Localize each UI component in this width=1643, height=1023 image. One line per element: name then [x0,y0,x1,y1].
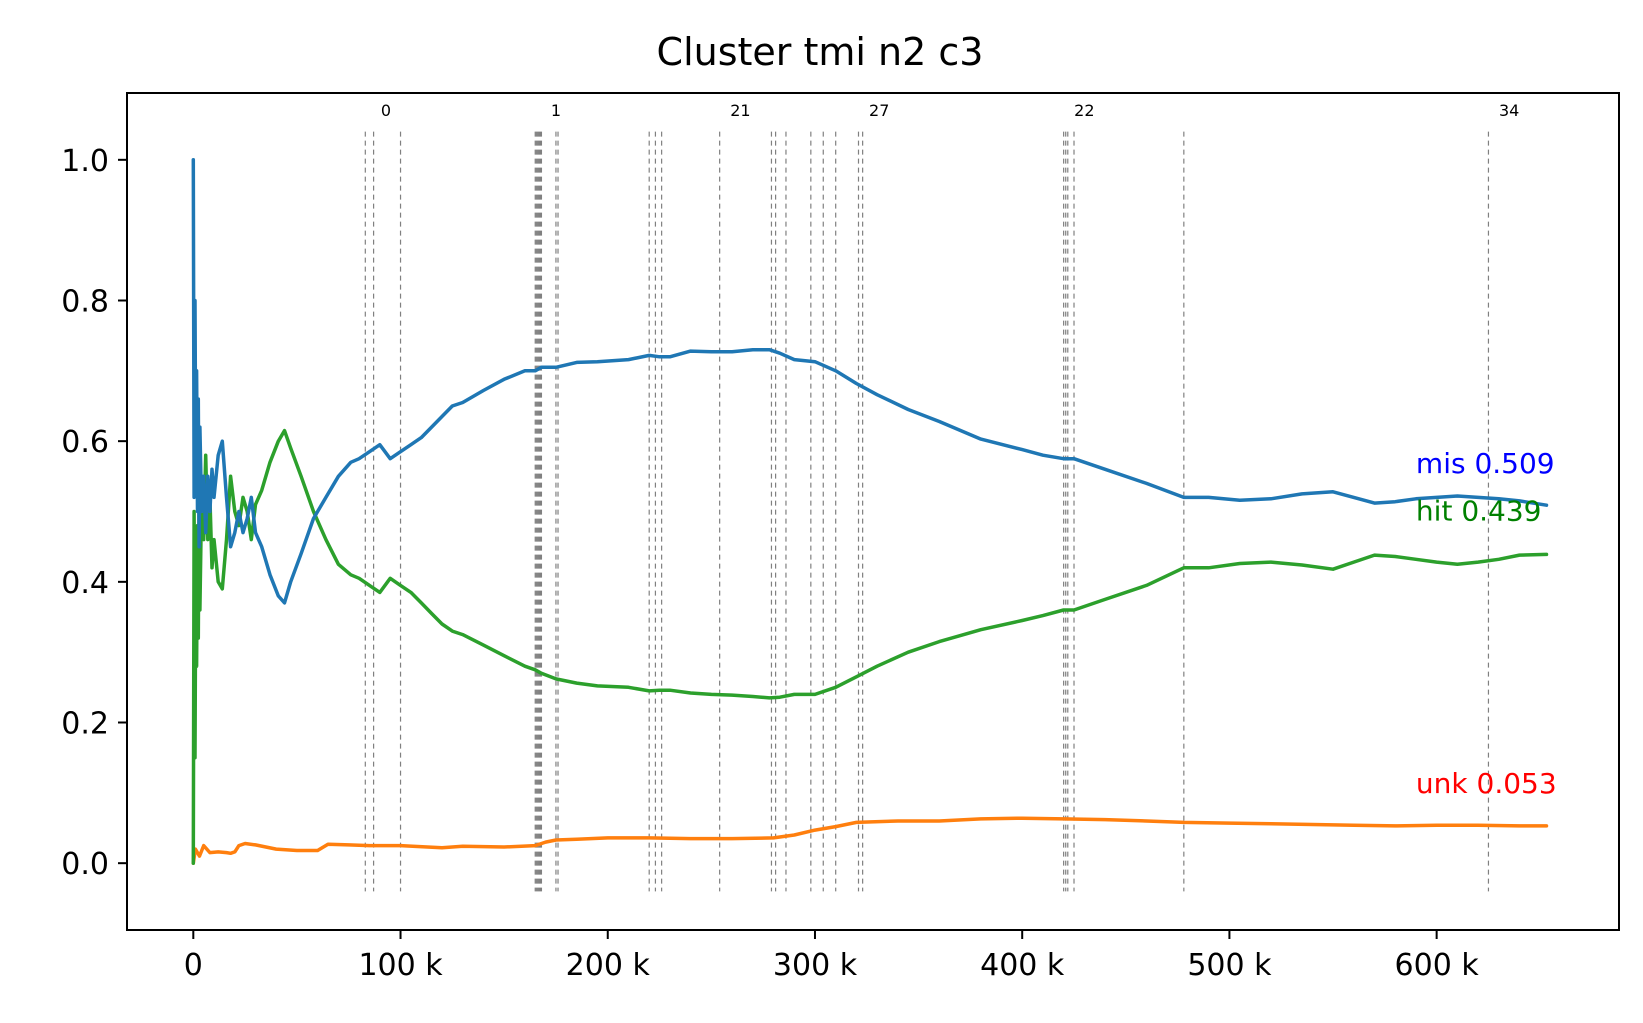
vertical-markers: 0 1 21 27 22 34 [364,101,1519,892]
x-tick-label-4: 400 k [980,948,1065,983]
y-tick-label-2: 0.4 [61,566,109,601]
x-tick-label-0: 0 [184,948,203,983]
x-axis: 0 100 k 200 k 300 k 400 k 500 k 600 k [184,930,1480,983]
y-tick-label-4: 0.8 [61,284,109,319]
marker-label-4: 22 [1074,101,1094,120]
y-tick-label-0: 0.0 [61,847,109,882]
x-tick-label-6: 600 k [1395,948,1480,983]
end-label-1: hit 0.439 [1416,495,1542,528]
y-tick-label-5: 1.0 [61,144,109,179]
marker-label-3: 27 [869,101,889,120]
marker-label-0: 0 [381,101,391,120]
end-label-2: unk 0.053 [1416,767,1557,800]
y-axis: 0.0 0.2 0.4 0.6 0.8 1.0 [61,144,127,882]
x-tick-label-5: 500 k [1187,948,1272,983]
x-tick-label-3: 300 k [773,948,858,983]
series-lines [191,158,1549,865]
chart-title: Cluster tmi n2 c3 [657,30,984,74]
end-labels: mis 0.509 hit 0.439 unk 0.053 [1416,447,1557,800]
marker-label-2: 21 [730,101,750,120]
x-tick-label-1: 100 k [358,948,443,983]
marker-label-5: 34 [1499,101,1519,120]
y-tick-label-1: 0.2 [61,707,109,742]
series-line-mis [191,158,1549,605]
y-tick-label-3: 0.6 [61,425,109,460]
marker-label-1: 1 [551,101,561,120]
x-tick-label-2: 200 k [566,948,651,983]
end-label-0: mis 0.509 [1416,447,1555,480]
series-line-unk [191,816,1549,865]
plot-frame [126,92,1620,931]
series-line-hit [191,428,1549,865]
